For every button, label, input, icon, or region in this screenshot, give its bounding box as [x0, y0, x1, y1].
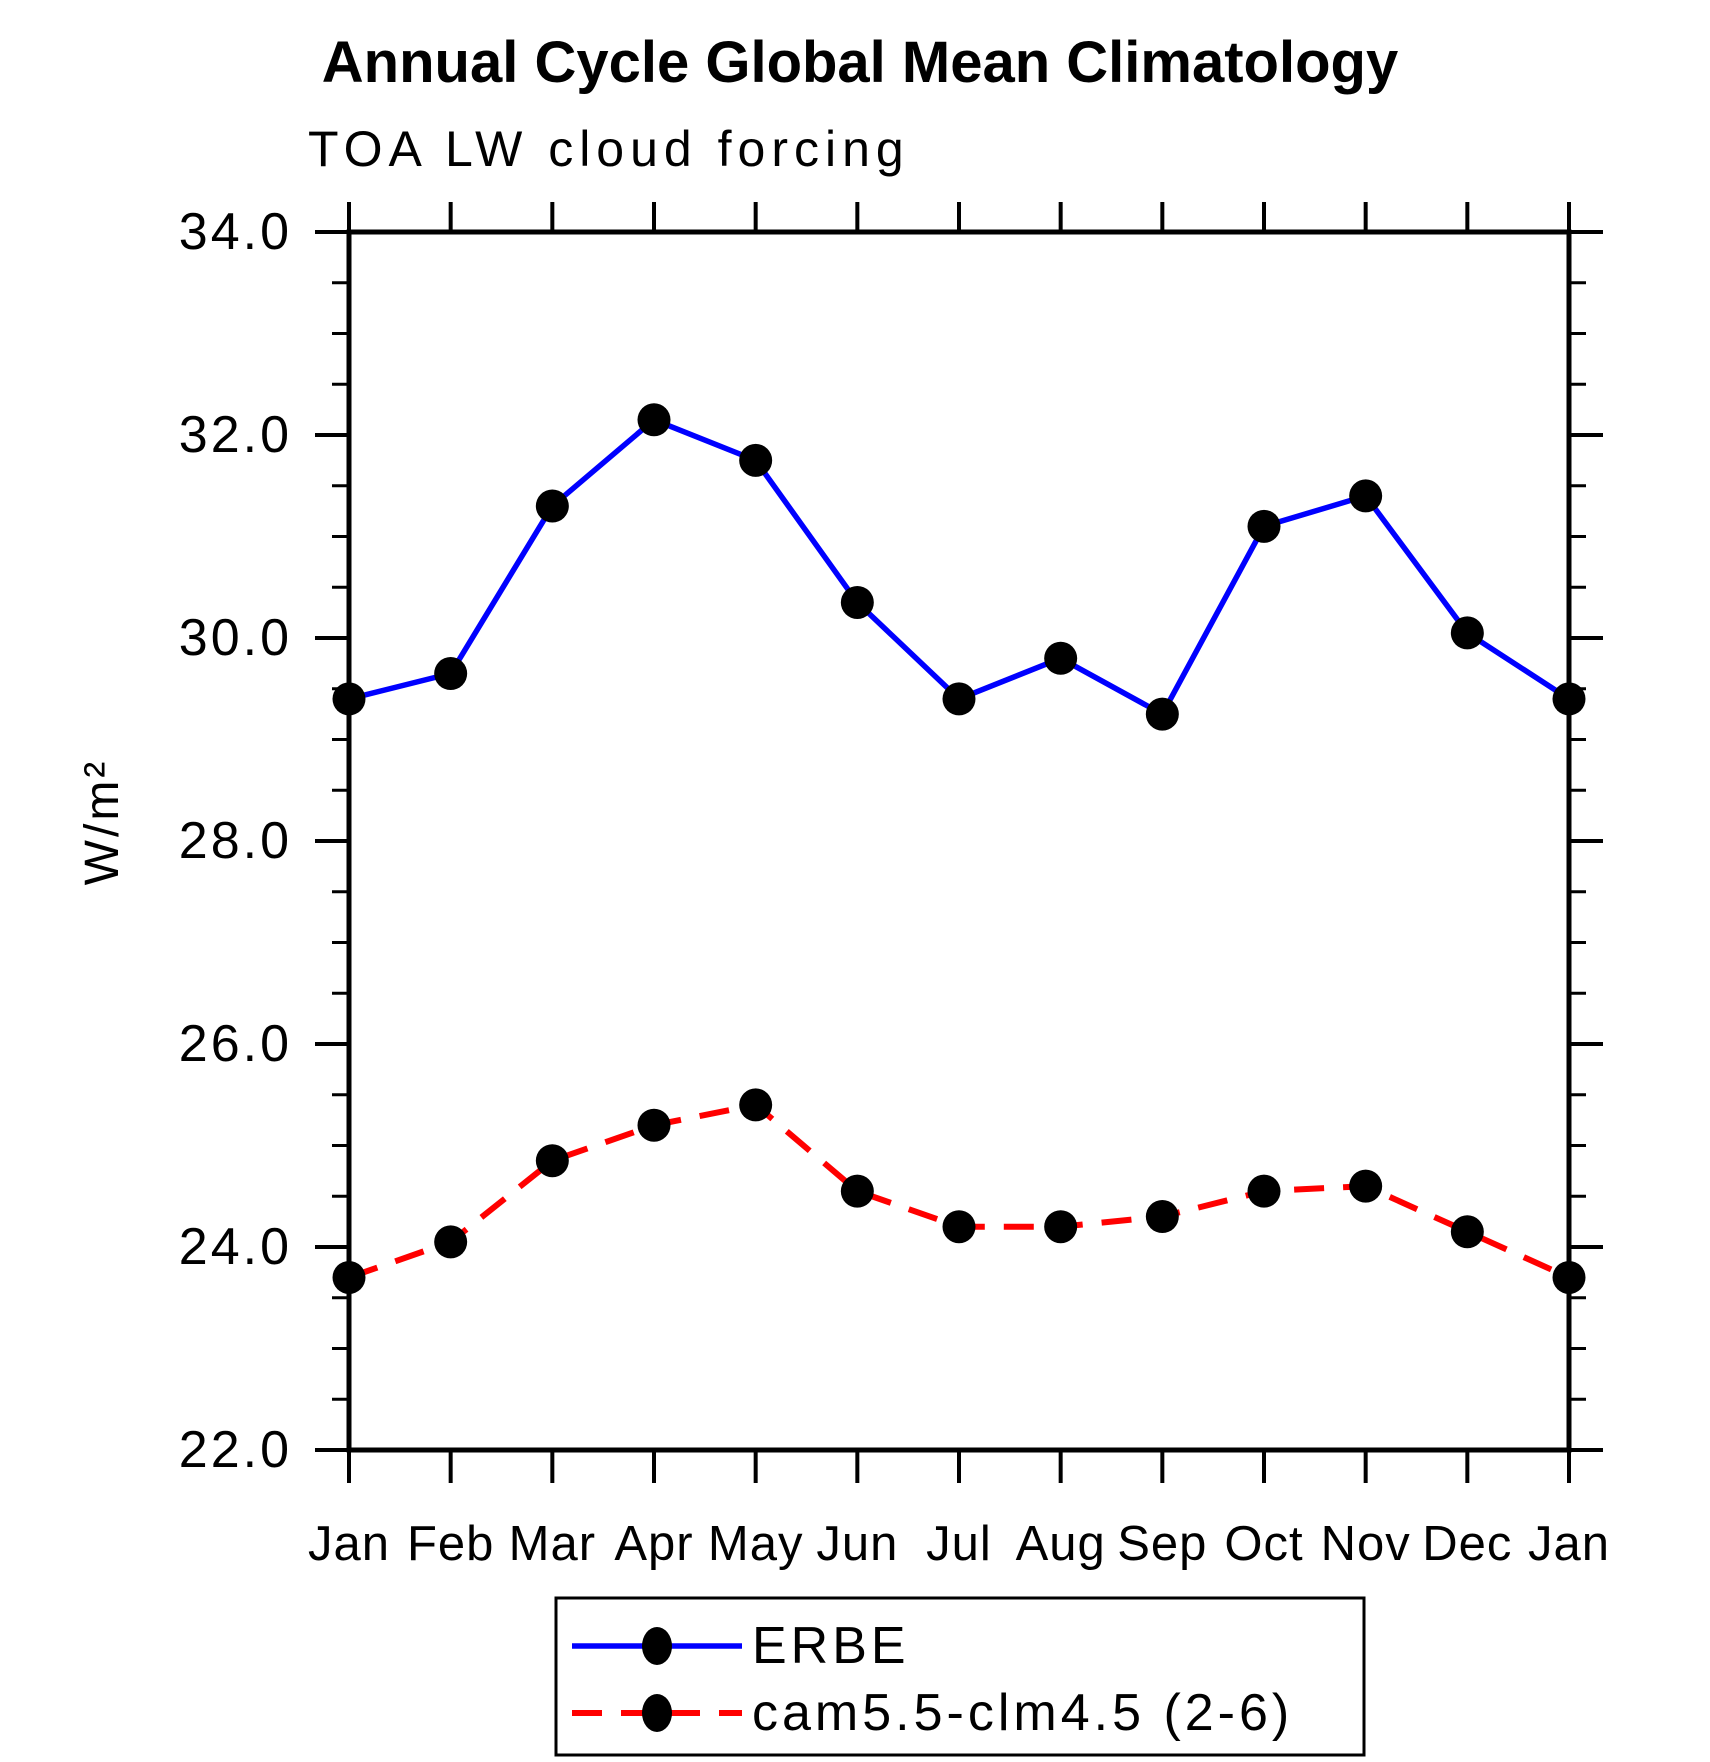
- x-tick-label: Jun: [816, 1517, 898, 1571]
- x-tick-label: Mar: [509, 1517, 596, 1571]
- data-point-marker: [739, 1088, 773, 1122]
- data-point-marker: [1552, 1260, 1586, 1294]
- legend-items: ERBE cam5.5-clm4.5 (2-6): [572, 1617, 1293, 1742]
- y-tick-label: 32.0: [179, 406, 292, 464]
- y-axis-ticks: [315, 230, 1603, 1452]
- y-tick-label: 22.0: [179, 1421, 292, 1479]
- legend-label: ERBE: [752, 1617, 910, 1675]
- data-point-marker: [332, 682, 366, 716]
- legend: ERBE cam5.5-clm4.5 (2-6): [554, 1596, 1366, 1757]
- data-point-marker: [1145, 697, 1179, 731]
- series-line-solid: [348, 416, 1571, 718]
- y-tick-label: 28.0: [179, 812, 292, 870]
- data-point-marker: [1247, 1174, 1281, 1208]
- plot-frame: [346, 229, 1572, 1453]
- x-tick-label: Jan: [308, 1517, 390, 1571]
- legend-box: [554, 1596, 1366, 1757]
- legend-marker: [642, 1694, 672, 1732]
- x-tick-label: Oct: [1224, 1517, 1303, 1571]
- data-point-marker: [840, 1174, 874, 1208]
- data-point-marker: [332, 1260, 366, 1294]
- data-point-marker: [434, 657, 468, 691]
- data-point-marker: [1450, 1215, 1484, 1249]
- chart-title: Annual Cycle Global Mean Climatology: [322, 30, 1398, 95]
- chart-subtitle: TOA LW cloud forcing: [308, 121, 910, 177]
- data-point-marker: [434, 1225, 468, 1259]
- y-axis-title: W/m²: [76, 759, 129, 886]
- y-tick-label: 26.0: [179, 1015, 292, 1073]
- plot-border: [346, 229, 1572, 1453]
- data-point-marker: [1247, 509, 1281, 543]
- x-tick-label: Feb: [407, 1517, 494, 1571]
- data-point-marker: [535, 1144, 569, 1178]
- x-tick-label: Jul: [926, 1517, 992, 1571]
- data-point-marker: [637, 1108, 671, 1142]
- x-tick-label: May: [708, 1517, 804, 1571]
- legend-label: cam5.5-clm4.5 (2-6): [752, 1684, 1293, 1742]
- data-point-marker: [535, 489, 569, 523]
- y-tick-label: 30.0: [179, 609, 292, 667]
- x-tick-label: Sep: [1117, 1517, 1207, 1571]
- x-tick-label: Dec: [1422, 1517, 1512, 1571]
- x-axis-tick-labels: Jan Feb Mar Apr May Jun Jul Aug Sep Oct Nov Dec Jan: [308, 1517, 1610, 1571]
- y-tick-label: 24.0: [179, 1218, 292, 1276]
- x-tick-label: Jan: [1528, 1517, 1610, 1571]
- data-point-marker: [840, 585, 874, 619]
- data-point-marker: [1450, 616, 1484, 650]
- data-series: [332, 403, 1586, 1294]
- x-tick-label: Apr: [614, 1517, 693, 1571]
- x-axis-ticks: [347, 202, 1571, 1483]
- data-point-marker: [1552, 682, 1586, 716]
- legend-marker: [642, 1627, 672, 1665]
- data-point-marker: [942, 682, 976, 716]
- x-tick-label: Nov: [1321, 1517, 1411, 1571]
- data-point-marker: [739, 443, 773, 477]
- data-point-marker: [1349, 1169, 1383, 1203]
- data-point-marker: [1349, 479, 1383, 513]
- data-point-marker: [1044, 641, 1078, 675]
- x-tick-label: Aug: [1016, 1517, 1106, 1571]
- series-line-dashed: [348, 1101, 1571, 1281]
- data-point-marker: [942, 1210, 976, 1244]
- data-point-marker: [637, 403, 671, 437]
- data-point-marker: [1145, 1200, 1179, 1234]
- y-axis-tick-labels: 22.0 24.0 26.0 28.0 30.0 32.0 34.0: [179, 203, 292, 1479]
- data-point-marker: [1044, 1210, 1078, 1244]
- y-tick-label: 34.0: [179, 203, 292, 261]
